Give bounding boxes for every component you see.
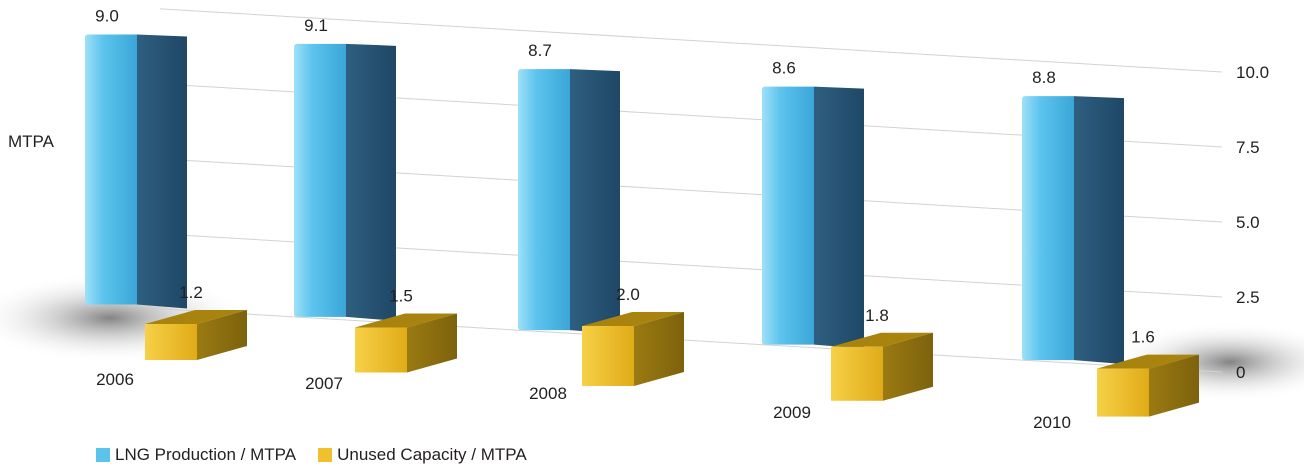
bar-lng-side — [137, 34, 187, 309]
x-tick-label: 2009 — [773, 403, 811, 422]
y-axis-title: MTPA — [8, 132, 55, 151]
bar-unused-side — [407, 313, 457, 373]
y-tick-label: 2.5 — [1236, 288, 1260, 307]
x-tick-label: 2006 — [96, 370, 134, 389]
legend-item-unused: Unused Capacity / MTPA — [318, 445, 527, 465]
legend-item-lng: LNG Production / MTPA — [96, 445, 296, 465]
y-tick-label: 7.5 — [1236, 138, 1260, 157]
bar-unused-value-label: 1.6 — [1131, 328, 1155, 347]
legend-label-unused: Unused Capacity / MTPA — [337, 445, 527, 464]
x-tick-label: 2008 — [529, 384, 567, 403]
bar-unused-value-label: 1.8 — [865, 306, 889, 325]
bar-lng-side — [570, 69, 620, 335]
bar-unused-side — [1149, 354, 1199, 417]
legend-label-lng: LNG Production / MTPA — [115, 445, 297, 464]
bar-lng — [518, 69, 570, 331]
gridline — [159, 8, 1223, 73]
bar-unused — [355, 327, 407, 373]
bar-unused-top — [1097, 354, 1199, 369]
bar-lng — [85, 34, 137, 305]
bar-unused — [1097, 368, 1149, 417]
bar-lng-value-label: 8.7 — [528, 41, 552, 60]
bar-lng-side — [814, 86, 864, 349]
bar-lng — [1022, 96, 1074, 361]
bar-unused-side — [883, 332, 933, 401]
labels: 0 2.5 5.0 7.5 10.0 MTPA 9.0 1.2 2006 9.1 1.5 2007 8.… — [8, 6, 1269, 432]
bar-lng — [294, 43, 346, 317]
bars — [85, 34, 1199, 417]
bar-unused-value-label: 1.2 — [179, 283, 203, 302]
bar-lng-side — [1074, 96, 1124, 365]
x-tick-label: 2007 — [305, 374, 343, 393]
y-tick-label: 5.0 — [1236, 213, 1260, 232]
bar-unused — [831, 346, 883, 401]
bar-unused — [582, 325, 634, 386]
gridline — [159, 308, 1223, 373]
bar-unused-side — [634, 311, 684, 386]
bar-lng-value-label: 8.6 — [772, 59, 796, 78]
bar-lng-value-label: 9.1 — [304, 16, 328, 35]
bar-unused-value-label: 1.5 — [389, 286, 413, 305]
legend-swatch-unused — [318, 448, 333, 462]
bar-unused-top — [355, 313, 457, 328]
bar-unused-value-label: 2.0 — [616, 285, 640, 304]
x-tick-label: 2010 — [1033, 413, 1071, 432]
bar-lng-value-label: 9.0 — [95, 6, 119, 25]
bar-unused-top — [831, 332, 933, 347]
bar-unused-side — [197, 310, 247, 361]
bar-lng — [762, 86, 814, 345]
bar-lng-value-label: 8.8 — [1032, 68, 1056, 87]
bar-unused-top — [145, 310, 247, 325]
y-tick-label: 0 — [1236, 363, 1245, 382]
y-tick-label: 10.0 — [1236, 63, 1269, 82]
bar-unused — [145, 324, 197, 361]
legend: LNG Production / MTPA Unused Capacity / … — [96, 445, 527, 465]
bar-lng-side — [346, 43, 396, 321]
legend-swatch-lng — [96, 448, 110, 462]
bar-unused-top — [582, 311, 684, 326]
